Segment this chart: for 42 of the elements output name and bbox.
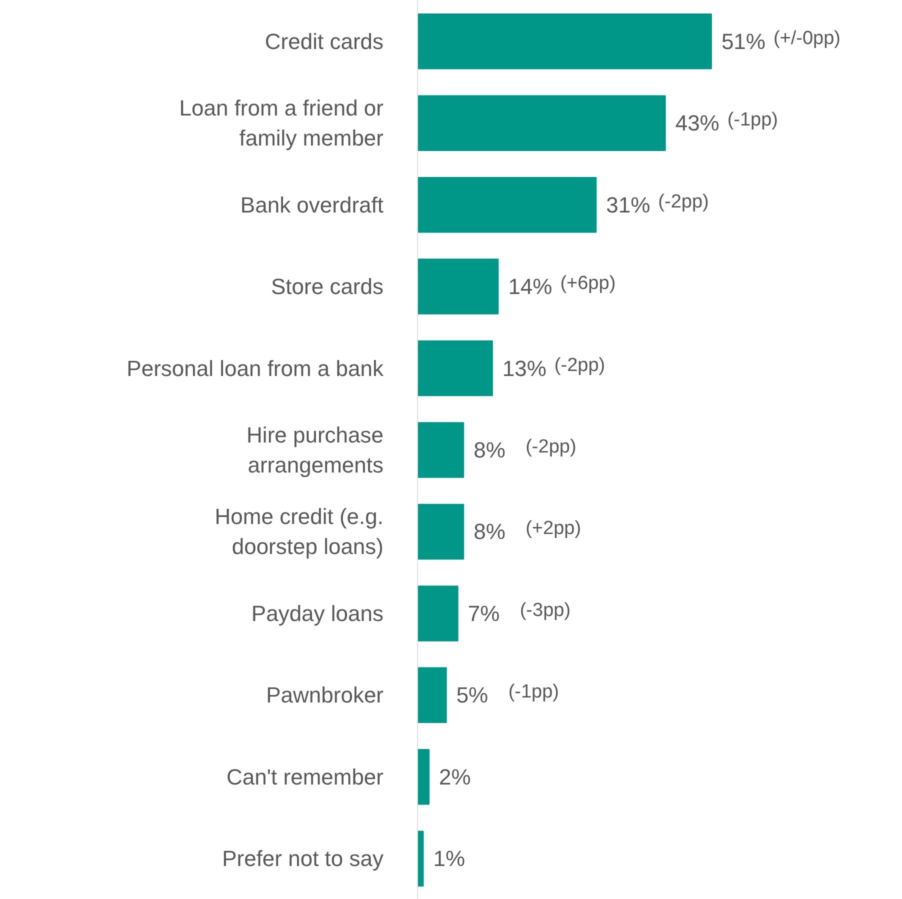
bar: [418, 830, 424, 887]
y-tick-label: Bank overdraft: [240, 192, 384, 218]
annotation: (-1pp): [508, 682, 560, 703]
y-tick-label: Payday loans: [251, 600, 384, 626]
data-label: 2%: [439, 764, 471, 790]
y-tick-label: Loan from a friend or family member: [179, 96, 384, 151]
bar: [418, 422, 464, 478]
data-label: 14%: [508, 274, 552, 300]
y-tick-label: Store cards: [271, 274, 384, 300]
data-label: 8%: [474, 519, 506, 544]
annotation: (+2pp): [526, 518, 582, 540]
text: (-1pp): [727, 110, 778, 131]
bar: [418, 258, 499, 314]
bar: [418, 749, 430, 805]
annotation: (-2pp): [658, 191, 709, 212]
data-label: 1%: [433, 846, 466, 872]
y-tick-label: Pawnbroker: [266, 682, 384, 708]
annotation: (-3pp): [520, 600, 571, 621]
annotation: (-2pp): [554, 354, 606, 376]
y-tick-label: Personal loan from a bank: [126, 356, 384, 381]
y-tick-label: Hire purchase arrangements: [246, 422, 384, 478]
bar: [418, 504, 464, 560]
y-tick-label: Home credit (e.g. doorstep loans): [214, 504, 384, 560]
bar: [418, 340, 493, 396]
y-tick-label: Can't remember: [226, 764, 384, 790]
text: (+/-0pp): [773, 28, 840, 49]
annotation: (+6pp): [560, 273, 616, 294]
bar: [418, 667, 447, 724]
y-tick-label: Prefer not to say: [222, 846, 384, 872]
annotation: (-2pp): [526, 436, 576, 458]
bar: [418, 176, 597, 233]
data-label: 31%: [606, 192, 650, 218]
data-label: 43%: [675, 110, 720, 136]
data-label: 8%: [474, 438, 506, 462]
data-label: 5%: [456, 682, 488, 708]
bar: [418, 13, 712, 70]
data-label: 7%: [468, 600, 500, 626]
bar: [418, 95, 666, 151]
data-label: 13%: [502, 356, 546, 381]
bar: [418, 586, 458, 642]
y-tick-label: Credit cards: [264, 28, 384, 54]
data-label: 51%: [721, 28, 766, 54]
